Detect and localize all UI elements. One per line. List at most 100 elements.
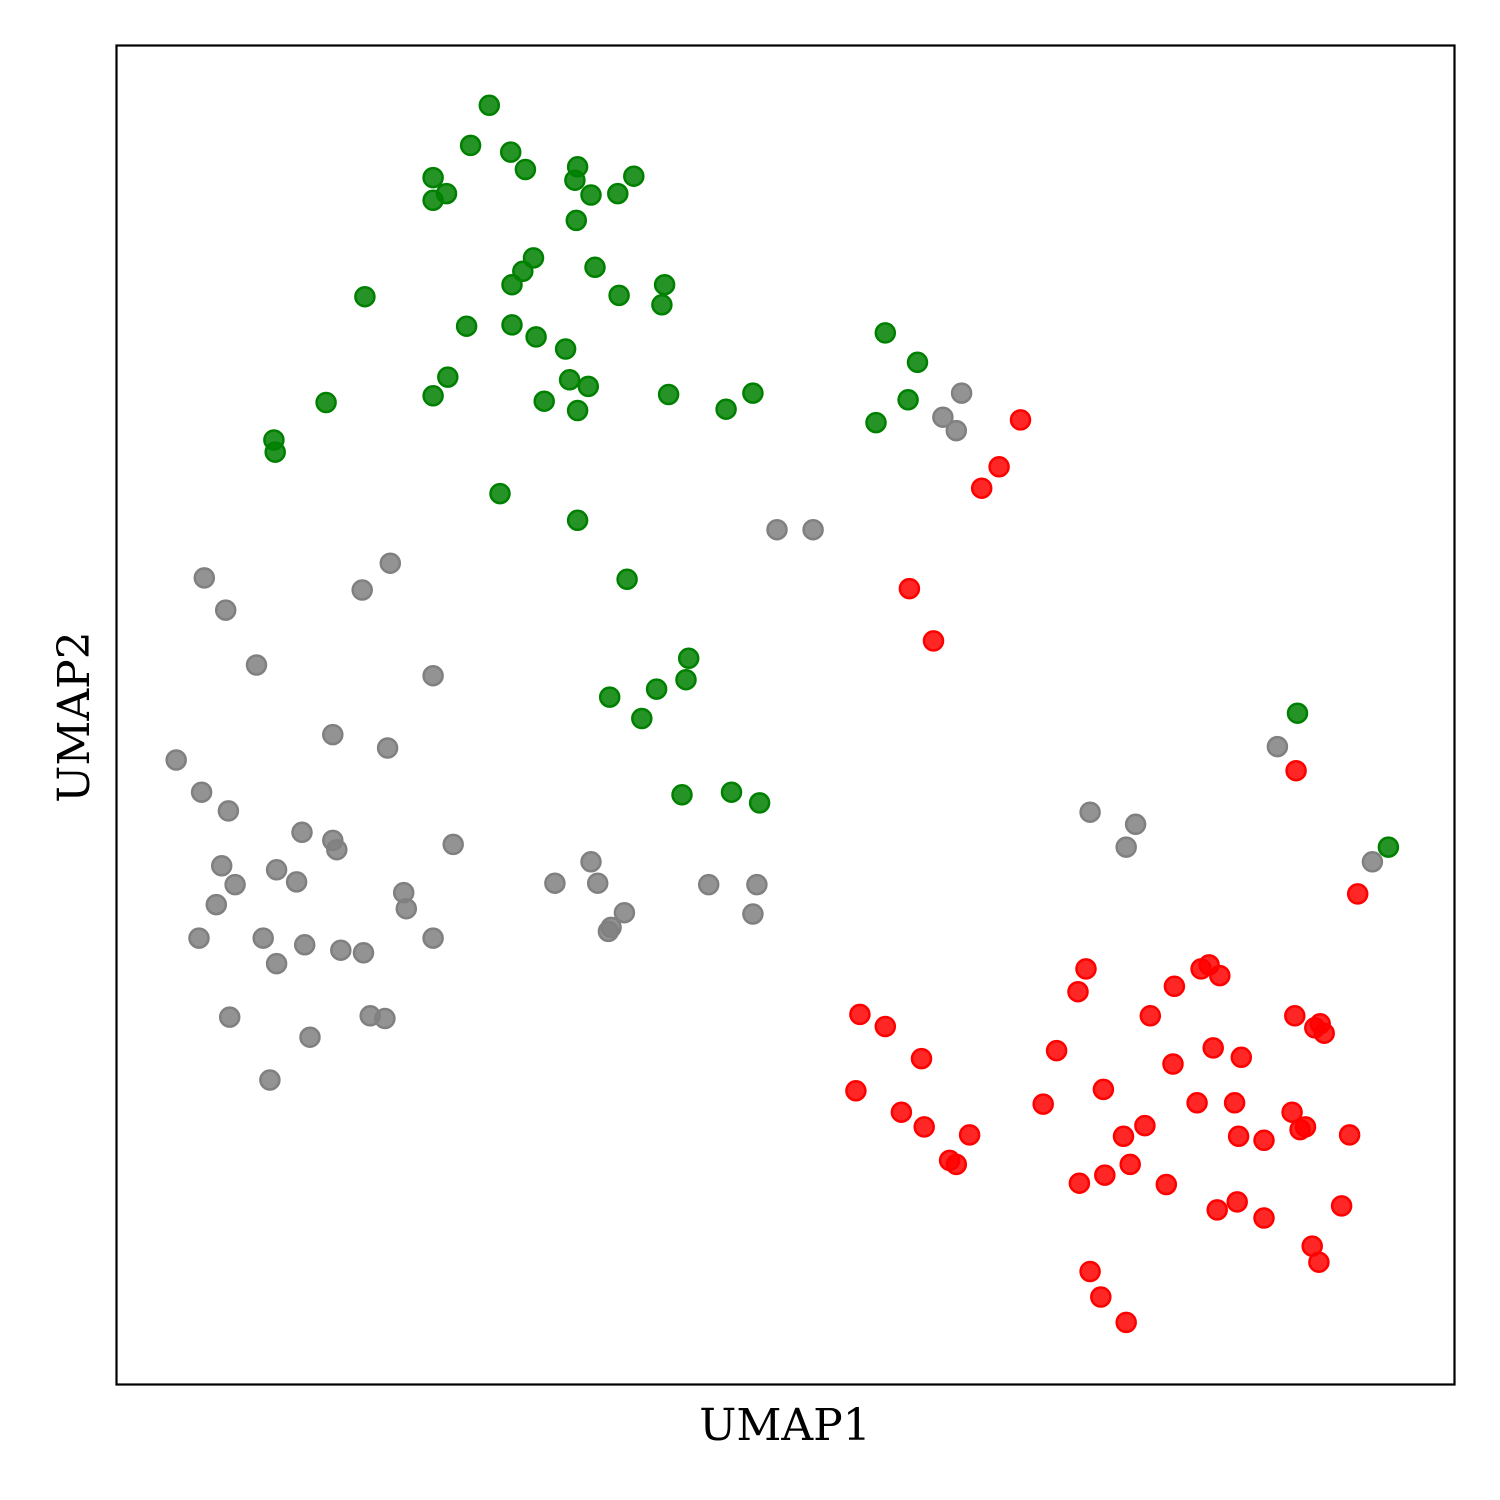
scatter-point-s1-33 [742,903,764,925]
scatter-point-s2-8 [1067,980,1089,1003]
scatter-point-s0-10 [564,169,586,191]
scatter-point-s0-38 [315,391,337,414]
scatter-point-s1-47 [259,1069,281,1091]
scatter-point-s2-42 [945,1153,968,1176]
scatter-point-s0-31 [897,389,919,411]
scatter-point-s1-26 [395,897,418,920]
scatter-point-s1-29 [544,872,566,894]
scatter-point-s2-16 [1284,1005,1306,1027]
scatter-point-s0-49 [720,781,743,803]
scatter-point-s1-28 [586,872,609,894]
scatter-point-s1-46 [299,1026,321,1048]
scatter-point-s2-1 [988,456,1010,478]
scatter-point-s0-11 [607,182,629,205]
scatter-point-s0-22 [501,314,523,336]
scatter-point-s1-12 [376,737,399,759]
scatter-point-s1-6 [193,567,216,589]
scatter-point-s2-43 [1119,1153,1141,1176]
scatter-point-s1-20 [210,855,233,877]
scatter-point-s2-29 [1032,1093,1054,1115]
scatter-point-s0-50 [671,784,693,806]
scatter-point-s1-30 [697,873,720,896]
scatter-point-s2-52 [1308,1251,1330,1273]
scatter-point-s0-36 [566,399,589,422]
scatter-point-s1-40 [352,942,375,964]
scatter-point-s2-13 [849,1003,871,1026]
scatter-point-s2-24 [1162,1053,1184,1075]
scatter-point-s2-45 [1068,1172,1091,1194]
scatter-point-s1-52 [1361,851,1384,873]
scatter-point-s1-8 [214,599,237,621]
scatter-point-s0-47 [598,686,621,708]
scatter-point-s0-9 [580,184,602,206]
scatter-point-s2-23 [1045,1039,1068,1062]
scatter-point-s2-19 [1313,1022,1335,1044]
scatter-point-s2-49 [1253,1207,1275,1229]
scatter-point-s2-54 [1090,1286,1112,1308]
scatter-point-s0-51 [748,792,771,814]
plot-frame [115,44,1456,1386]
scatter-point-s0-2 [499,141,522,163]
scatter-point-s1-42 [330,939,352,961]
scatter-point-s1-3 [766,518,788,541]
scatter-point-s2-0 [1009,409,1032,431]
scatter-point-s2-12 [1163,975,1186,998]
scatter-point-s0-26 [577,375,600,398]
scatter-point-s2-32 [958,1124,981,1146]
scatter-point-s1-19 [442,833,464,856]
scatter-point-s1-51 [1115,836,1137,858]
scatter-point-s0-20 [354,285,376,308]
scatter-point-s2-40 [1338,1124,1361,1146]
scatter-points [165,94,1400,1334]
x-axis-label: UMAP1 [699,1400,871,1451]
scatter-point-s0-0 [478,94,501,117]
scatter-point-s0-40 [264,441,286,463]
scatter-point-s2-28 [1223,1092,1246,1114]
scatter-point-s0-44 [677,647,700,670]
scatter-point-s1-4 [802,518,824,541]
scatter-point-s0-29 [874,322,897,344]
scatter-point-s2-33 [1134,1114,1156,1137]
scatter-point-s1-38 [422,927,444,949]
scatter-point-s1-10 [422,664,444,687]
scatter-point-s0-45 [675,668,697,691]
scatter-point-s1-22 [285,871,308,893]
y-axis-label: UMAP2 [49,631,100,803]
scatter-point-s0-17 [653,273,676,296]
scatter-point-s1-2 [945,419,968,442]
scatter-point-s0-52 [1286,702,1309,724]
scatter-point-s1-11 [322,723,344,746]
scatter-point-s1-23 [224,873,246,896]
scatter-point-s1-0 [950,382,973,404]
scatter-point-s2-22 [910,1047,933,1070]
scatter-point-s0-43 [616,568,638,591]
scatter-point-s1-1 [932,406,954,428]
scatter-point-s0-34 [437,366,459,388]
scatter-point-s0-23 [525,326,547,348]
scatter-point-s0-8 [623,165,645,187]
scatter-point-s1-16 [291,821,313,844]
scatter-point-s1-37 [252,927,274,949]
scatter-point-s1-31 [746,873,768,896]
scatter-point-s2-15 [1139,1005,1162,1027]
scatter-point-s2-39 [1253,1129,1275,1152]
scatter-point-s2-38 [1227,1125,1250,1148]
scatter-point-s2-50 [1330,1195,1353,1217]
scatter-point-s2-36 [1294,1116,1317,1138]
scatter-point-s0-24 [554,338,577,360]
scatter-point-s1-13 [165,749,187,771]
scatter-point-s0-1 [459,134,482,157]
scatter-point-s0-35 [533,390,555,412]
scatter-point-s0-3 [514,158,537,181]
scatter-point-s1-21 [265,859,288,881]
scatter-point-s0-41 [489,482,511,505]
scatter-point-s1-45 [374,1007,396,1030]
scatter-point-s1-48 [1266,735,1289,758]
scatter-point-s1-18 [326,838,348,861]
scatter-point-s0-27 [657,383,680,406]
scatter-point-s2-30 [890,1101,913,1123]
scatter-point-s2-2 [970,477,993,499]
scatter-point-s2-26 [1092,1078,1115,1101]
scatter-point-s2-55 [1115,1311,1137,1334]
